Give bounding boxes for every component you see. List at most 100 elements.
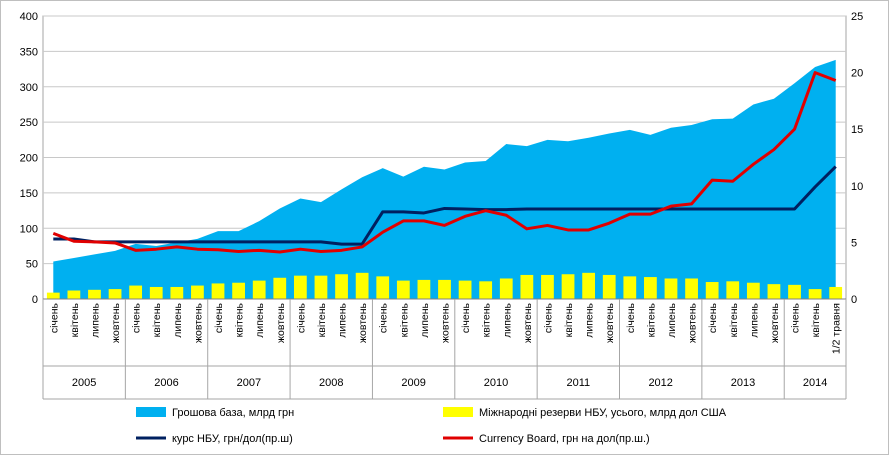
bar-reserves	[746, 282, 760, 299]
bar-reserves	[458, 280, 472, 299]
y-right-tick-label: 10	[851, 181, 863, 193]
x-category-label: січень	[378, 302, 390, 333]
bar-reserves	[499, 278, 513, 299]
bar-reserves	[273, 277, 287, 299]
x-year-label: 2005	[72, 377, 96, 389]
x-category-label: жовтень	[769, 302, 781, 343]
bar-reserves	[767, 284, 781, 299]
y-left-tick-label: 300	[20, 82, 38, 94]
bar-reserves	[417, 279, 431, 299]
x-year-label: 2012	[648, 377, 672, 389]
bar-reserves	[211, 283, 225, 299]
y-right-tick-label: 25	[851, 11, 863, 23]
y-right-tick-label: 20	[851, 68, 863, 80]
area-series-money-base	[53, 59, 836, 299]
bar-reserves	[808, 289, 822, 299]
x-category-label: липень	[89, 302, 101, 337]
y-left-tick-label: 50	[26, 259, 38, 271]
x-category-label: жовтень	[110, 302, 122, 343]
x-category-label: липень	[501, 302, 513, 337]
bar-reserves	[520, 274, 534, 299]
bar-reserves	[541, 274, 554, 299]
x-category-label: жовтень	[440, 302, 452, 343]
bar-reserves	[726, 281, 740, 299]
x-category-label: квітень	[151, 302, 163, 337]
line-nbu-rate	[53, 165, 837, 246]
bar-reserves	[623, 276, 637, 299]
x-category-label: квітень	[69, 302, 81, 337]
legend-label: курс НБУ, грн/дол(пр.ш)	[172, 433, 293, 445]
bar-reserves	[829, 286, 843, 299]
bar-reserves	[149, 286, 163, 299]
x-year-label: 2006	[154, 377, 178, 389]
x-category-label: жовтень	[522, 302, 534, 343]
bar-reserves	[129, 285, 143, 299]
bar-reserves	[582, 272, 596, 299]
bar-reserves	[170, 286, 184, 299]
x-year-label: 2011	[567, 377, 591, 389]
x-year-label: 2008	[319, 377, 343, 389]
x-category-label: січень	[790, 302, 802, 333]
x-category-label: жовтень	[275, 302, 287, 343]
y-left-tick-label: 100	[20, 223, 38, 235]
x-category-label: січень	[542, 302, 554, 333]
x-year-label: 2007	[237, 377, 261, 389]
bar-reserves	[788, 284, 801, 299]
bar-reserves	[705, 282, 719, 299]
x-year-label: 2013	[731, 377, 755, 389]
x-category-label: січень	[625, 302, 637, 333]
x-category-label: липень	[337, 302, 349, 337]
y-right-tick-label: 5	[851, 237, 857, 249]
bar-reserves	[314, 275, 328, 299]
bar-reserves	[561, 274, 575, 299]
x-year-label: 2009	[401, 377, 425, 389]
bar-reserves	[232, 282, 245, 299]
x-category-label: квітень	[728, 302, 740, 337]
x-category-label: жовтень	[687, 302, 699, 343]
x-category-label: січень	[48, 302, 60, 333]
x-category-label: квітень	[563, 302, 575, 337]
x-category-label: липень	[254, 302, 266, 337]
y-left-tick-label: 400	[20, 11, 38, 23]
x-category-label: жовтень	[604, 302, 616, 343]
x-category-label: квітень	[398, 302, 410, 337]
legend-label: Міжнародні резерви НБУ, усього, млрд дол…	[479, 407, 727, 419]
x-year-label: 2010	[484, 377, 508, 389]
bar-reserves	[252, 280, 266, 299]
x-category-label: січень	[213, 302, 225, 333]
y-left-tick-label: 0	[32, 294, 38, 306]
x-category-label: січень	[131, 302, 143, 333]
line-currency-board	[52, 71, 837, 254]
x-category-label: квітень	[481, 302, 493, 337]
x-category-label: квітень	[645, 302, 657, 337]
x-category-label: жовтень	[357, 302, 369, 343]
bar-reserves	[293, 275, 307, 299]
x-category-label: липень	[172, 302, 184, 337]
x-category-label: липень	[419, 302, 431, 337]
x-year-label: 2014	[803, 377, 827, 389]
x-category-label: жовтень	[192, 302, 204, 343]
bar-reserves	[602, 274, 616, 299]
x-category-label: квітень	[810, 302, 822, 337]
x-category-label: квітень	[316, 302, 328, 337]
x-category-label: квітень	[234, 302, 246, 337]
y-left-tick-label: 250	[20, 117, 38, 129]
x-category-label: січень	[460, 302, 472, 333]
bar-reserves	[46, 292, 60, 299]
bar-reserves	[396, 280, 410, 299]
bar-reserves	[438, 279, 451, 299]
y-left-tick-label: 150	[20, 188, 38, 200]
legend-swatch	[136, 407, 166, 417]
x-category-label: липень	[666, 302, 678, 337]
bar-reserves	[685, 278, 698, 299]
x-category-label: 1/2 травня	[831, 303, 843, 354]
bar-reserves	[191, 285, 204, 299]
legend-label: Грошова база, млрд грн	[172, 407, 294, 419]
y-left-tick-label: 350	[20, 46, 38, 58]
x-category-label: січень	[295, 302, 307, 333]
legend-swatch	[443, 407, 473, 417]
x-category-label: січень	[707, 302, 719, 333]
bar-reserves	[376, 276, 390, 299]
y-right-tick-label: 15	[851, 124, 863, 136]
